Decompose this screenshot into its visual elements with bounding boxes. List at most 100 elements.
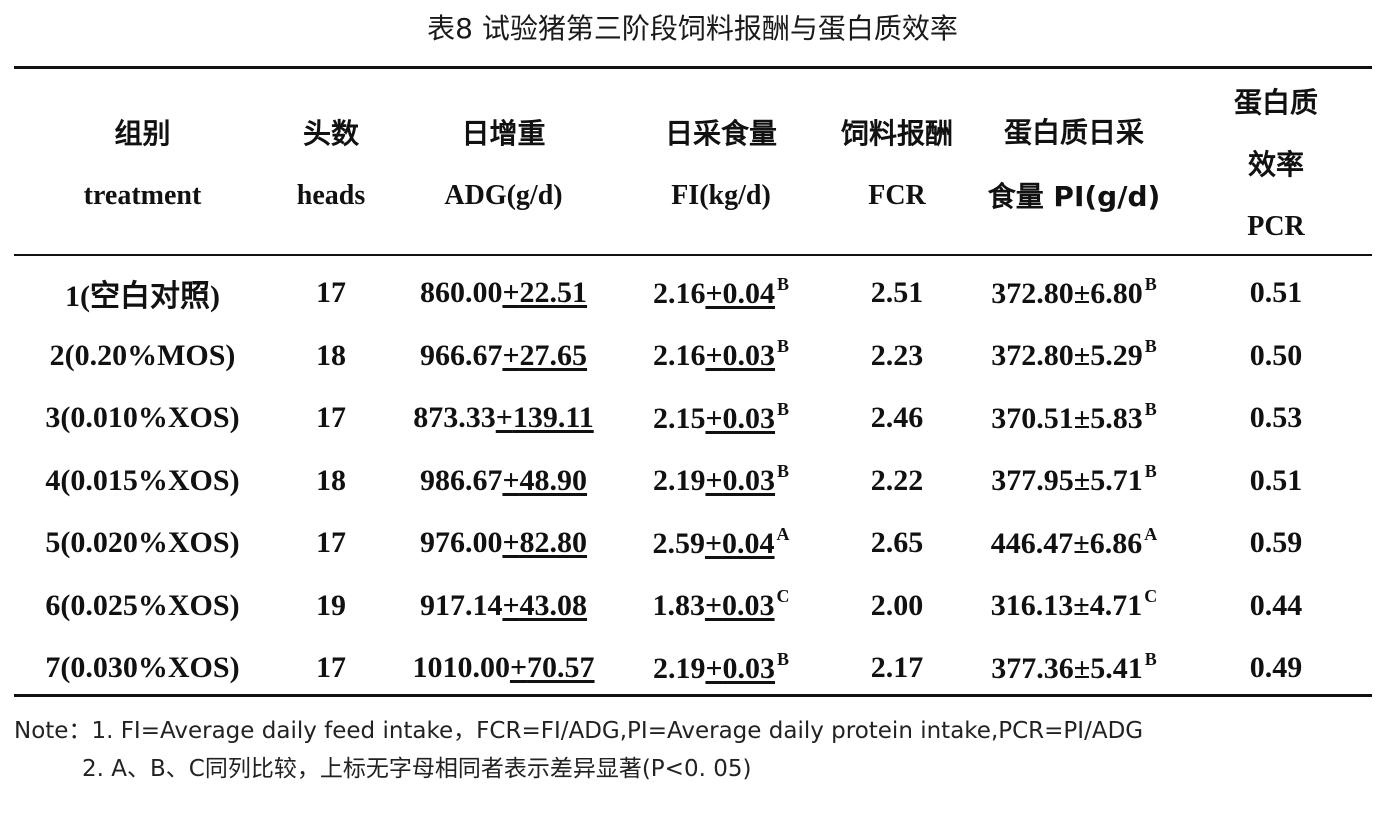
table-row: 3(0.010%XOS) 17 873.33+139.11 2.15+0.03 B 2.4… <box>14 387 1372 450</box>
table-row: 1(空白对照) 17 860.00+22.51 2.16+0.04 B 2.51 372.8… <box>14 258 1372 325</box>
table-header: 组别 treatment 头数 heads 日增重 ADG(g/d) 日采食量 … <box>14 72 1372 258</box>
col-header-adg: 日增重 ADG(g/d) <box>391 72 616 258</box>
cell-heads: 17 <box>316 651 346 685</box>
cell-pi: 377.36±5.41 B <box>968 637 1180 700</box>
table-row: 4(0.015%XOS) 18 986.67+48.90 2.19+0.03 B 2.22… <box>14 450 1372 513</box>
cell-adg: 986.67+48.90 <box>391 450 616 513</box>
fi-mean: 2.19 <box>652 464 706 498</box>
adg-sd: +70.57 <box>509 651 595 685</box>
cell-fi: 2.59+0.04 A <box>616 512 826 575</box>
adg-sd: +22.51 <box>502 276 588 310</box>
cell-fcr: 2.65 <box>870 526 924 560</box>
cell-pcr: 0.44 <box>1249 588 1303 622</box>
fi-significance: B <box>777 273 790 294</box>
adg-mean: 976.00 <box>419 526 503 560</box>
pi-significance: B <box>1144 648 1157 669</box>
cell-pi: 372.80±6.80 B <box>968 258 1180 325</box>
cell-pi: 446.47±6.86 A <box>968 512 1180 575</box>
col-header-en: heads <box>296 180 366 211</box>
cell-fi: 2.16+0.03 B <box>616 325 826 388</box>
fi-mean: 2.19 <box>652 651 706 685</box>
note-line-1: Note：1. FI=Average daily feed intake，FCR… <box>14 718 1144 744</box>
pi-value: 372.80±6.80 <box>991 276 1143 310</box>
fi-significance: B <box>777 648 790 669</box>
cell-treatment: 5(0.020%XOS) <box>45 526 240 560</box>
fi-sd: +0.03 <box>705 401 776 435</box>
cell-fcr: 2.17 <box>870 651 924 685</box>
pi-significance: B <box>1144 461 1157 482</box>
pi-value: 316.13±4.71 <box>990 589 1143 623</box>
fi-sd: +0.04 <box>704 526 775 560</box>
cell-pcr: 0.50 <box>1249 338 1303 372</box>
fi-mean: 1.83 <box>652 589 705 623</box>
fi-significance: B <box>777 461 790 482</box>
col-header-en: FCR <box>868 180 926 211</box>
col-header-treatment: 组别 treatment <box>14 72 271 258</box>
cell-fcr: 2.23 <box>870 338 924 372</box>
fi-significance: B <box>777 398 790 419</box>
fi-mean: 2.59 <box>652 526 705 560</box>
col-header-en: treatment <box>83 180 202 211</box>
cell-adg: 917.14+43.08 <box>391 575 616 638</box>
adg-sd: +27.65 <box>502 338 588 372</box>
adg-sd: +82.80 <box>502 526 588 560</box>
cell-heads: 18 <box>316 338 346 372</box>
cell-fi: 2.19+0.03 B <box>616 450 826 513</box>
cell-fcr: 2.00 <box>870 588 924 622</box>
col-header-pcr: 蛋白质 效率 PCR <box>1180 72 1372 258</box>
cell-adg: 873.33+139.11 <box>391 387 616 450</box>
cell-pcr: 0.51 <box>1249 276 1303 310</box>
cell-fi: 2.19+0.03 B <box>616 637 826 700</box>
cell-treatment: 4(0.015%XOS) <box>45 463 240 497</box>
cell-fi: 1.83+0.03 C <box>616 575 826 638</box>
cell-treatment: 3(0.010%XOS) <box>45 401 240 435</box>
cell-fcr: 2.46 <box>870 401 924 435</box>
pi-value: 372.80±5.29 <box>991 339 1143 373</box>
col-header-heads: 头数 heads <box>271 72 391 258</box>
cell-pi: 370.51±5.83 B <box>968 387 1180 450</box>
table-row: 5(0.020%XOS) 17 976.00+82.80 2.59+0.04 A 2.65… <box>14 512 1372 575</box>
note-line-2: 2. A、B、C同列比较，上标无字母相同者表示差异显著(P<0. 05) <box>82 756 752 782</box>
adg-mean: 966.67 <box>419 338 503 372</box>
pi-significance: B <box>1144 336 1157 357</box>
col-header-zh: 组别 <box>114 117 171 150</box>
cell-heads: 17 <box>316 276 346 310</box>
col-header-zh-line2: 食量 PI(g/d) <box>987 180 1161 213</box>
pi-value: 370.51±5.83 <box>991 401 1143 435</box>
fi-sd: +0.03 <box>705 651 776 685</box>
pi-value: 446.47±6.86 <box>990 526 1143 560</box>
cell-pi: 316.13±4.71 C <box>968 575 1180 638</box>
cell-heads: 17 <box>316 401 346 435</box>
cell-fi: 2.15+0.03 B <box>616 387 826 450</box>
col-header-zh: 头数 <box>302 117 359 150</box>
fi-mean: 2.16 <box>652 339 706 373</box>
col-header-zh: 日增重 <box>461 117 546 150</box>
cell-adg: 860.00+22.51 <box>391 258 616 325</box>
pi-significance: C <box>1144 586 1158 607</box>
cell-pcr: 0.59 <box>1249 526 1303 560</box>
cell-treatment: 6(0.025%XOS) <box>45 588 240 622</box>
cell-adg: 966.67+27.65 <box>391 325 616 388</box>
pi-significance: B <box>1144 398 1157 419</box>
col-header-fcr: 饲料报酬 FCR <box>826 72 968 258</box>
table-body: 1(空白对照) 17 860.00+22.51 2.16+0.04 B 2.51 372.8… <box>14 258 1372 700</box>
table-row: 6(0.025%XOS) 19 917.14+43.08 1.83+0.03 C 2.00… <box>14 575 1372 638</box>
fi-mean: 2.16 <box>652 276 706 310</box>
col-header-zh: 蛋白质 <box>1233 86 1318 119</box>
cell-pcr: 0.53 <box>1249 401 1303 435</box>
adg-mean: 986.67 <box>419 463 503 497</box>
results-table: 组别 treatment 头数 heads 日增重 ADG(g/d) 日采食量 … <box>14 72 1372 700</box>
fi-sd: +0.03 <box>705 339 776 373</box>
cell-fcr: 2.51 <box>870 276 924 310</box>
col-header-en: PCR <box>1247 211 1305 242</box>
header-rule <box>14 254 1372 256</box>
fi-sd: +0.04 <box>705 276 776 310</box>
table-row: 7(0.030%XOS) 17 1010.00+70.57 2.19+0.03 B 2.1… <box>14 637 1372 700</box>
cell-heads: 18 <box>316 463 346 497</box>
table-title: 表8 试验猪第三阶段饲料报酬与蛋白质效率 <box>427 12 958 45</box>
col-header-zh: 饲料报酬 <box>840 117 953 150</box>
pi-value: 377.36±5.41 <box>991 651 1143 685</box>
adg-mean: 917.14 <box>419 588 503 622</box>
fi-significance: C <box>776 586 790 607</box>
bottom-rule <box>14 694 1372 697</box>
